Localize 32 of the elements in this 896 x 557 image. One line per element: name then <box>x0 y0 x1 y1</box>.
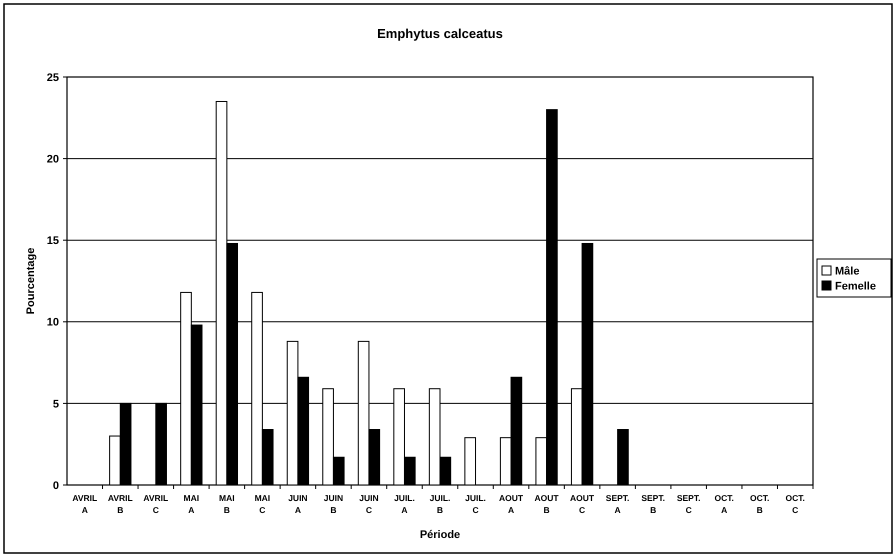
x-tick-label: JUIN A <box>288 493 308 515</box>
x-tick-label: AVRIL B <box>108 493 133 515</box>
y-tick-label: 10 <box>46 316 59 329</box>
x-tick-label: MAI A <box>184 493 200 515</box>
y-tick-label: 5 <box>52 398 59 410</box>
x-tick-label: OCT. B <box>750 493 770 515</box>
x-tick-label: SEPT. A <box>606 493 630 515</box>
x-axis-title: Période <box>420 529 460 541</box>
x-tick-label: JUIL. B <box>430 493 450 515</box>
x-tick-label: OCT. C <box>786 493 805 515</box>
x-tick-label: AOUT A <box>499 493 524 515</box>
x-tick-label: MAI C <box>254 493 270 515</box>
x-tick-label: SEPT. C <box>676 493 700 515</box>
x-tick-label: SEPT. B <box>641 493 665 515</box>
y-tick-label: 0 <box>52 480 59 492</box>
y-tick-label: 15 <box>46 235 59 248</box>
x-tick-label: AOUT B <box>534 493 560 515</box>
x-tick-label: AVRIL A <box>72 493 98 515</box>
x-tick-label: JUIN B <box>324 493 344 515</box>
x-tick-label: OCT. A <box>714 493 734 515</box>
x-tick-label: AOUT C <box>570 493 595 515</box>
chart-title: Emphytus calceatus <box>377 26 503 41</box>
x-tick-label: JUIN C <box>359 493 379 515</box>
y-tick-label: 25 <box>46 72 59 84</box>
legend-label: Femelle <box>835 280 876 292</box>
x-tick-label: MAI B <box>219 493 235 515</box>
y-tick-label: 20 <box>46 153 59 166</box>
legend-label: Mâle <box>835 266 860 278</box>
x-tick-label: AVRIL C <box>143 493 168 515</box>
x-tick-label: JUIL. C <box>465 493 486 515</box>
x-tick-label: JUIL. A <box>394 493 415 515</box>
y-axis-title: Pourcentage <box>25 248 37 314</box>
